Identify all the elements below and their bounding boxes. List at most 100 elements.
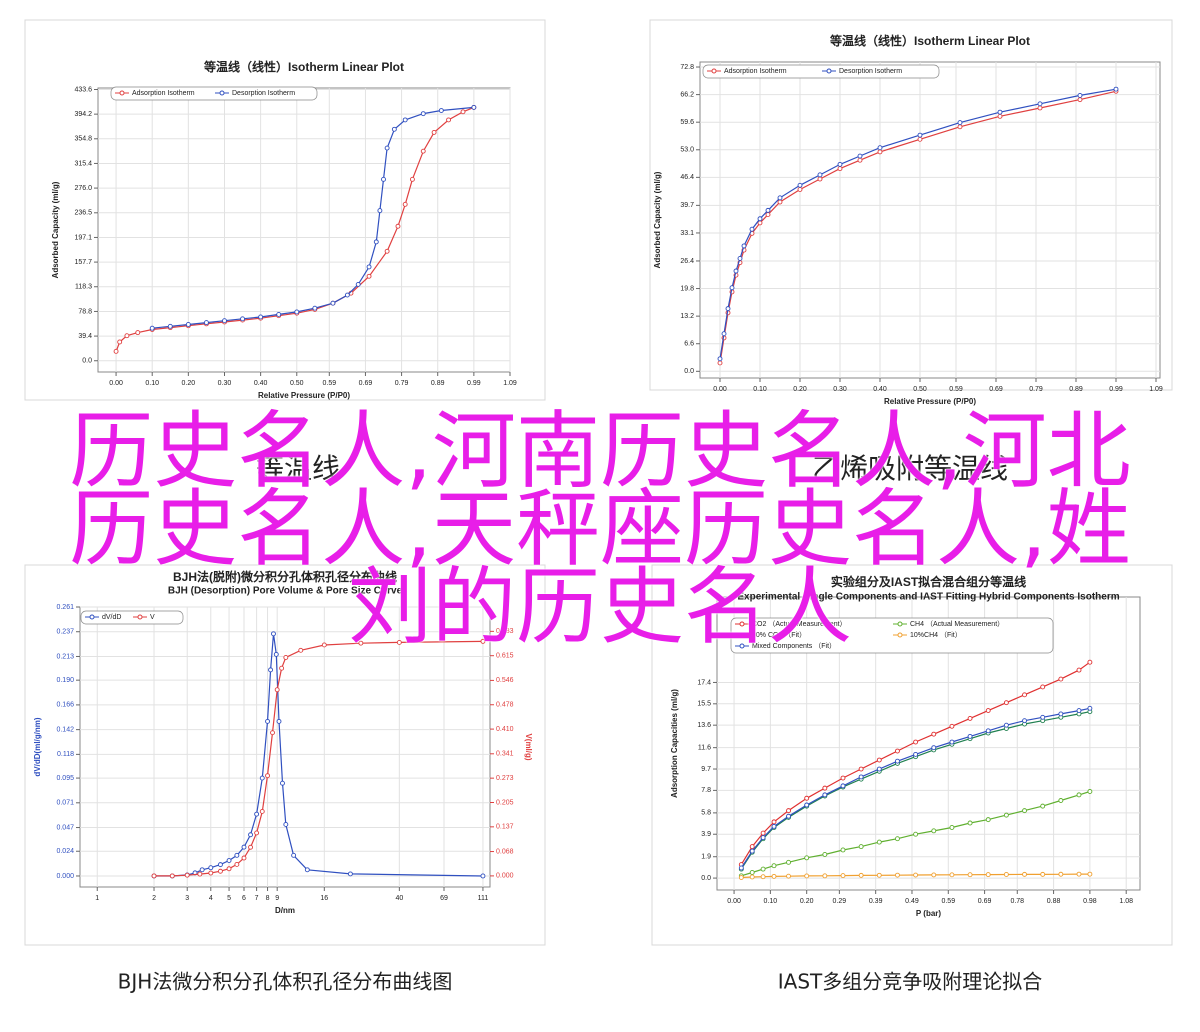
data-point (1037, 105, 1043, 111)
data-point (1058, 798, 1064, 803)
data-point (777, 195, 783, 201)
y-tick-label: 46.4 (680, 174, 694, 181)
sub-caption: 乙烯吸附等温线 (812, 452, 1008, 485)
data-point (913, 872, 919, 878)
data-point (384, 145, 390, 151)
data-point (117, 339, 123, 345)
data-point (265, 773, 270, 779)
x-tick-label: 0.20 (182, 380, 196, 387)
legend-marker (89, 614, 95, 620)
data-point (226, 858, 232, 863)
x-axis-label: Relative Pressure (P/P0) (258, 391, 350, 400)
series-line (115, 106, 475, 352)
data-point (234, 852, 240, 858)
data-point (1113, 86, 1119, 92)
x-tick-label: 0.00 (727, 898, 741, 905)
data-point (985, 728, 991, 734)
legend-label: Adsorption Isotherm (724, 68, 787, 75)
data-point (931, 828, 937, 834)
data-point (717, 360, 723, 366)
data-point (786, 873, 791, 879)
data-point (931, 872, 937, 878)
data-point (749, 870, 755, 875)
data-point (797, 187, 803, 192)
x-tick-label: 1 (95, 895, 99, 902)
series-line (740, 661, 1091, 865)
x-tick-label: 0.69 (359, 380, 373, 387)
x-tick-label: 3 (185, 895, 189, 902)
data-point (733, 268, 739, 274)
y-tick-label: 276.0 (74, 185, 92, 192)
y-axis-label: Adsorption Capacities (ml/g) (670, 689, 679, 798)
data-point (431, 129, 437, 135)
data-point (737, 256, 743, 261)
data-point (113, 348, 119, 354)
y-tick-label: 13.6 (697, 722, 711, 729)
legend-marker (897, 632, 903, 638)
x-tick-label: 0.59 (941, 898, 955, 905)
data-point (857, 153, 863, 159)
y-tick-label: 0.0 (684, 368, 694, 375)
data-point (355, 281, 361, 287)
series-line (741, 873, 1090, 879)
y-tick-label: 0.047 (56, 824, 74, 831)
data-point (749, 226, 755, 232)
data-point (822, 792, 828, 798)
data-point (786, 808, 791, 814)
legend-label: dV/dD (102, 614, 121, 621)
data-point (208, 870, 214, 876)
data-point (1040, 871, 1046, 877)
data-point (358, 640, 364, 646)
data-point (197, 871, 203, 877)
legend-marker (739, 632, 745, 638)
y-tick-label: 0.166 (56, 702, 74, 709)
x-tick-label: 0.69 (989, 386, 1003, 393)
data-point (949, 723, 955, 729)
y2-axis-label: V(ml/g) (524, 733, 533, 760)
y2-tick-label: 0.068 (496, 848, 514, 855)
legend-label: CH4 （Actual Measurement） (910, 620, 1004, 628)
y-tick-label: 78.8 (78, 308, 92, 315)
data-point (840, 873, 846, 879)
data-point (280, 780, 285, 786)
y-tick-label: 0.213 (56, 653, 74, 660)
data-point (741, 243, 747, 249)
x-tick-label: 0.59 (949, 386, 963, 393)
data-point (804, 855, 810, 861)
data-point (234, 861, 240, 867)
data-point (208, 865, 214, 871)
data-point (822, 785, 828, 791)
y-tick-label: 33.1 (680, 230, 694, 237)
data-point (276, 718, 282, 724)
y2-tick-label: 0.341 (496, 751, 514, 758)
data-point (797, 182, 803, 188)
data-point (786, 859, 791, 865)
y-tick-label: 0.024 (56, 848, 74, 855)
data-point (895, 758, 900, 764)
x-tick-label: 0.50 (290, 380, 304, 387)
data-point (396, 639, 402, 645)
data-point (717, 356, 723, 362)
data-point (931, 731, 937, 737)
data-point (1058, 871, 1064, 877)
y2-tick-label: 0.683 (496, 628, 514, 635)
data-point (840, 847, 846, 853)
x-tick-label: 111 (478, 895, 489, 902)
x-tick-label: 69 (440, 895, 448, 902)
data-point (725, 306, 731, 312)
data-point (283, 655, 289, 660)
data-point (254, 811, 260, 817)
x-tick-label: 16 (320, 895, 328, 902)
legend-label: Adsorption Isotherm (132, 90, 195, 97)
plot-area (97, 87, 511, 373)
data-point (124, 333, 130, 339)
data-point (765, 212, 771, 218)
data-point (1022, 718, 1027, 724)
series-line (154, 640, 483, 877)
data-point (395, 223, 401, 229)
legend-marker (739, 643, 745, 649)
data-point (409, 176, 415, 182)
data-point (384, 248, 390, 254)
data-point (967, 820, 973, 826)
